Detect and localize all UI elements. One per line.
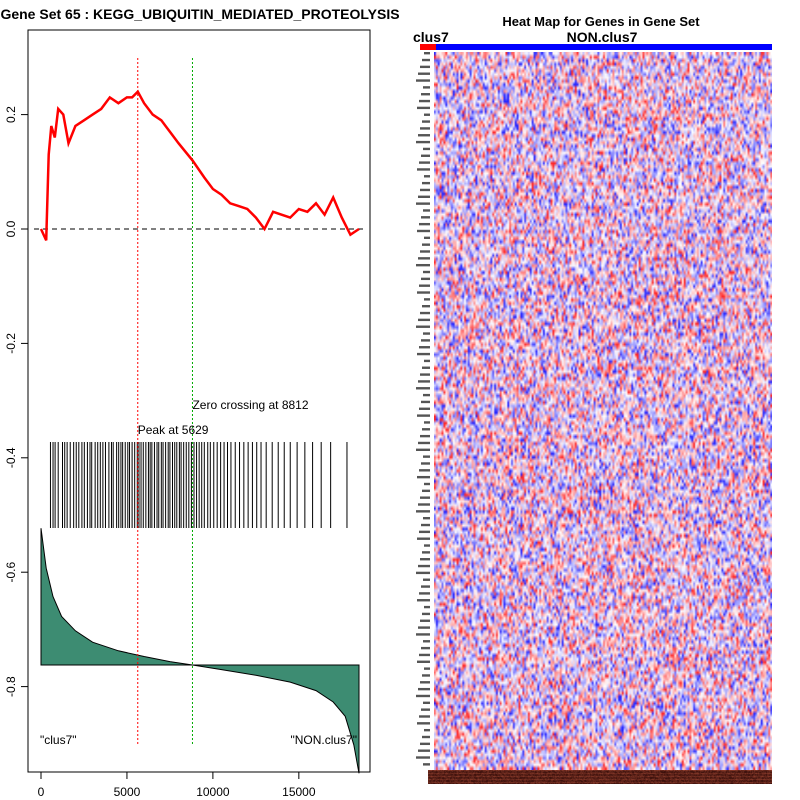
heatmap-title: Heat Map for Genes in Gene Set (502, 14, 700, 29)
x-tick-label: 0 (38, 785, 45, 799)
phenotype-strip (428, 770, 772, 784)
phenotype-strip-image (428, 770, 772, 784)
gene-hit-bars (49, 442, 348, 528)
running-enrichment-score-line (39, 89, 360, 241)
left-class-label: "clus7" (40, 733, 77, 747)
y-tick-label: -0.4 (4, 447, 18, 468)
y-tick-label: -0.6 (4, 562, 18, 583)
class-bar-non-clus7 (436, 44, 772, 50)
heatmap-cells (434, 52, 772, 770)
x-tick-label: 5000 (114, 785, 141, 799)
ranked-metric-area (40, 528, 360, 774)
heatmap-left-class-label: clus7 (413, 29, 449, 45)
y-axis: 0.2 0.0 -0.2 -0.4 -0.6 -0.8 (4, 106, 29, 697)
y-tick-label: 0.2 (4, 106, 18, 123)
y-tick-label: -0.2 (4, 333, 18, 354)
right-class-label: "NON.clus7" (290, 733, 357, 747)
heatmap-right-class-label: NON.clus7 (567, 29, 638, 45)
gene-set-heatmap: Heat Map for Genes in Gene Set clus7 NON… (412, 14, 772, 784)
x-axis: 0 5000 10000 15000 (38, 771, 316, 799)
gsea-enrichment-plot: Gene Set 65 : KEGG_UBIQUITIN_MEDIATED_PR… (0, 6, 399, 799)
x-tick-label: 10000 (196, 785, 230, 799)
class-bar-clus7 (420, 44, 436, 50)
y-tick-label: 0.0 (4, 220, 18, 237)
x-tick-label: 15000 (282, 785, 316, 799)
y-tick-label: -0.8 (4, 676, 18, 697)
gene-name-labels (412, 52, 432, 770)
enrichment-plot-title: Gene Set 65 : KEGG_UBIQUITIN_MEDIATED_PR… (0, 6, 399, 22)
heatmap-cells-image (434, 52, 772, 770)
peak-annotation: Peak at 5629 (138, 423, 209, 437)
zero-crossing-annotation: Zero crossing at 8812 (192, 398, 308, 412)
